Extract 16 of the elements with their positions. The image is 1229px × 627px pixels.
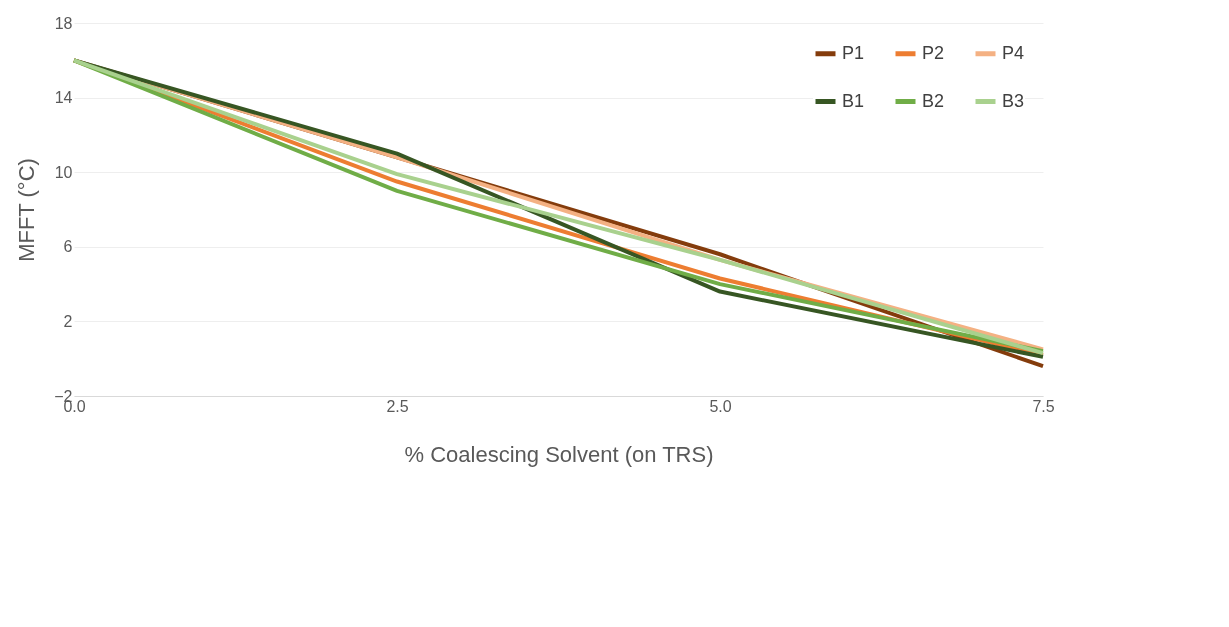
y-tick-label: 18 (54, 14, 73, 32)
x-axis-title: % Coalescing Solvent (on TRS) (404, 441, 714, 467)
y-axis-title: MFFT (°C) (14, 158, 40, 262)
y-tick-label: 6 (63, 238, 73, 256)
legend-label: P4 (1002, 42, 1025, 63)
x-tick-label: 7.5 (1032, 397, 1055, 415)
x-tick-label: 2.5 (386, 397, 409, 415)
y-tick-label: 10 (54, 163, 73, 181)
x-tick-label: 5.0 (709, 397, 732, 415)
y-tick-label: 14 (54, 89, 73, 107)
legend-label: P1 (842, 42, 865, 63)
legend-label: P2 (922, 42, 945, 63)
y-tick-label: 2 (63, 312, 73, 330)
legend-label: B2 (922, 90, 945, 111)
legend-label: B3 (1002, 90, 1025, 111)
legend-label: B1 (842, 90, 865, 111)
